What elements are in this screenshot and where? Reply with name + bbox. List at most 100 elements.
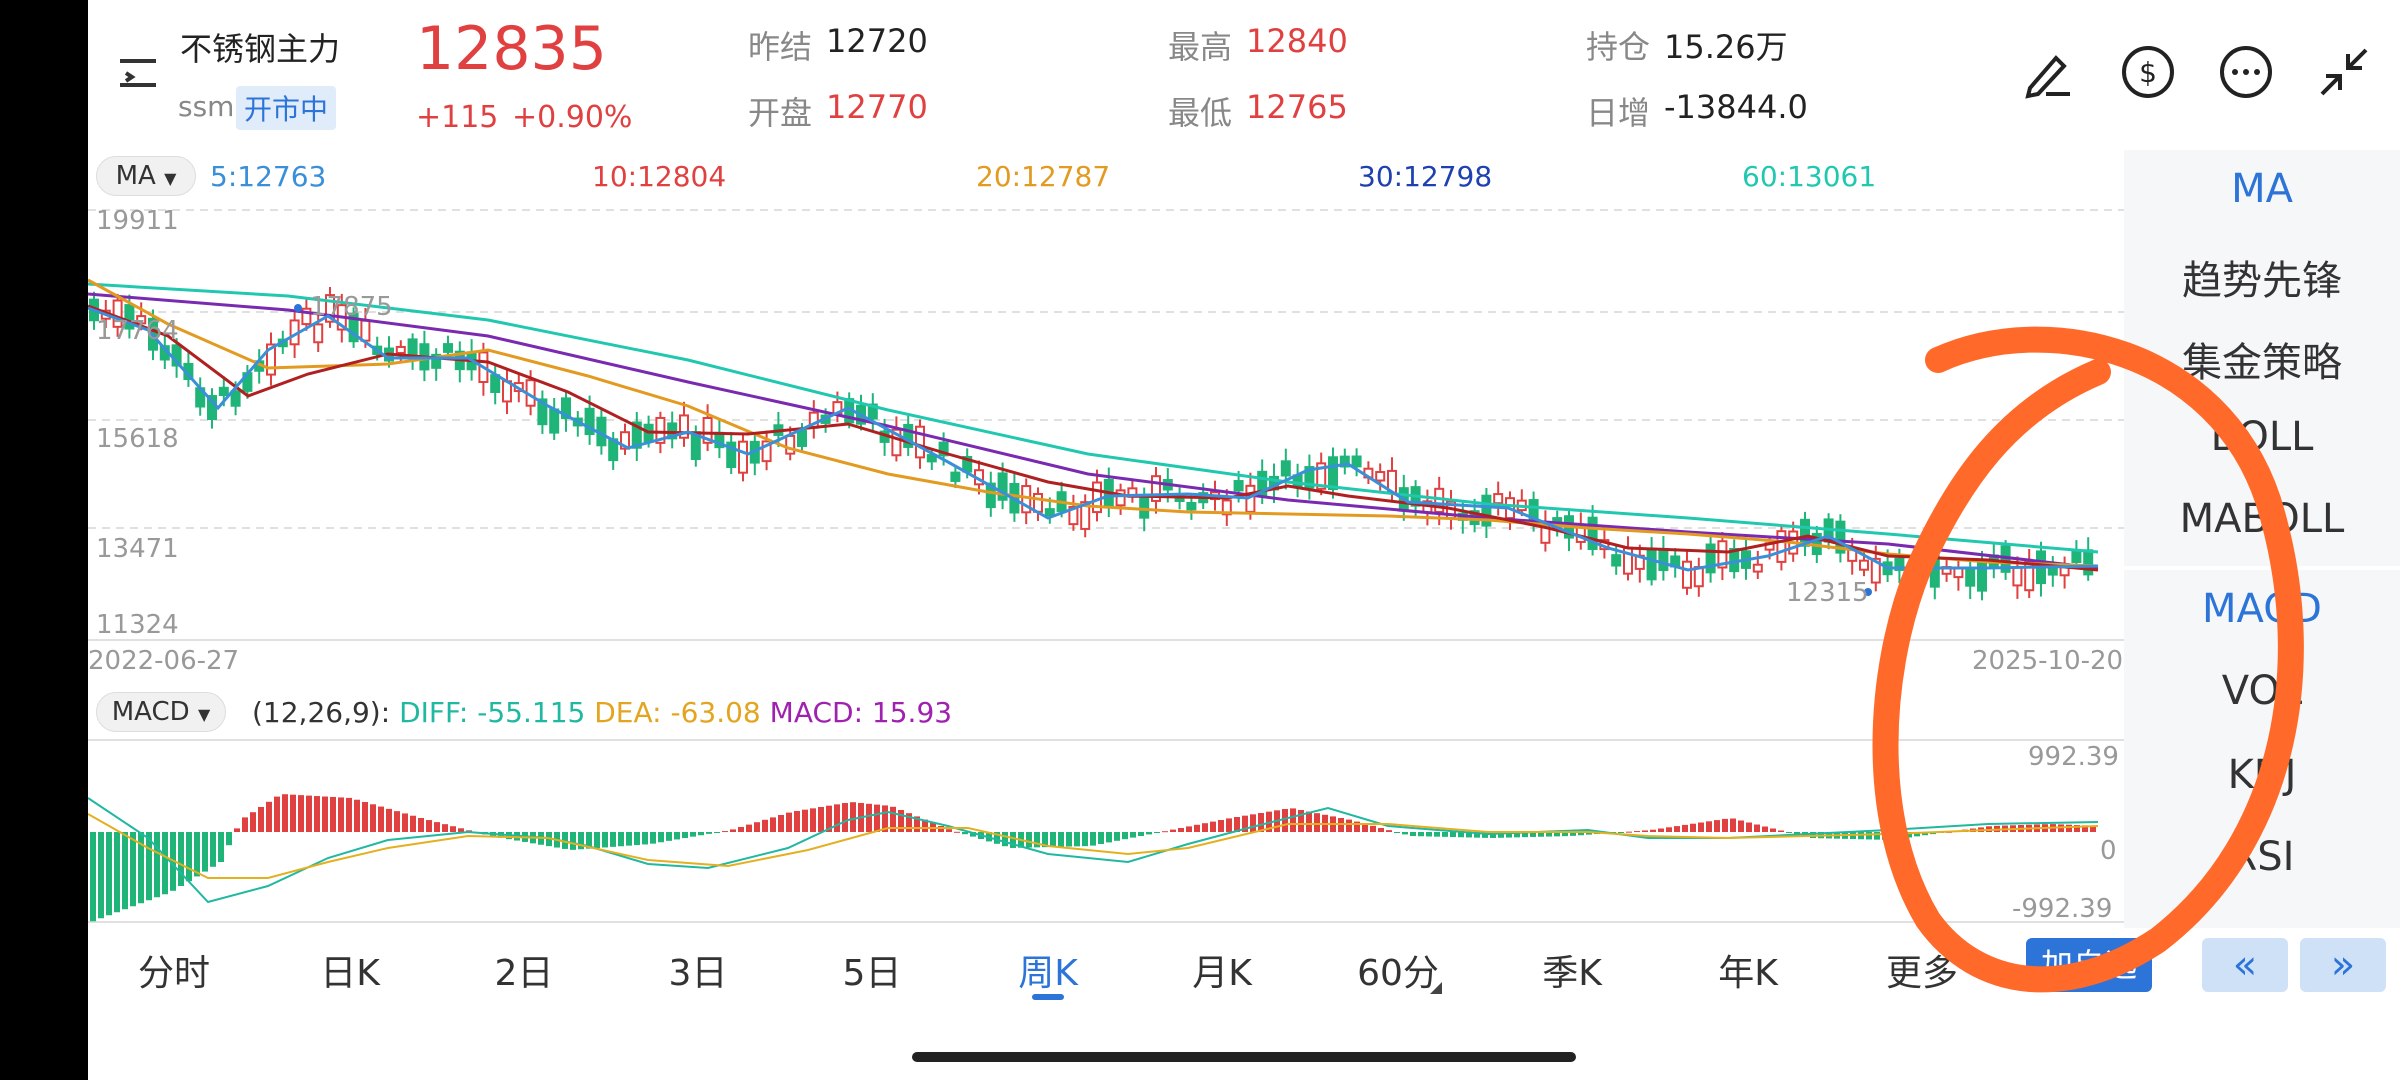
macd-bar bbox=[1378, 828, 1384, 832]
macd-bar bbox=[1538, 832, 1544, 837]
tab-yearly[interactable]: 年K bbox=[1718, 953, 1778, 994]
macd-bar bbox=[242, 817, 248, 832]
indicator-macd[interactable]: MACD bbox=[2202, 586, 2322, 632]
macd-bar bbox=[226, 832, 232, 846]
tab-60min[interactable]: 60分 bbox=[1357, 953, 1439, 994]
draw-icon[interactable] bbox=[2020, 44, 2076, 100]
macd-bar bbox=[1130, 832, 1136, 838]
macd-bar bbox=[1146, 832, 1152, 835]
candle-body bbox=[785, 434, 796, 455]
macd-bar bbox=[194, 832, 200, 877]
indicator-rsi[interactable]: RSI bbox=[2229, 834, 2295, 880]
tab-more[interactable]: 更多 bbox=[1885, 953, 1958, 994]
macd-bar bbox=[1314, 813, 1320, 832]
macd-selector[interactable]: MACD ▼ bbox=[96, 692, 226, 732]
macd-bar bbox=[90, 832, 96, 922]
macd-bar bbox=[306, 795, 312, 832]
macd-bar bbox=[130, 832, 136, 907]
macd-bar bbox=[738, 827, 744, 832]
macd-bar bbox=[1690, 823, 1696, 832]
tab-weekly[interactable]: 周K bbox=[1018, 953, 1078, 994]
indicator-vol[interactable]: VOL bbox=[2221, 668, 2303, 714]
tab-3day[interactable]: 3日 bbox=[668, 953, 728, 994]
candle-body bbox=[549, 408, 560, 434]
chevrons-right-icon: » bbox=[2330, 942, 2356, 988]
back-menu-icon[interactable] bbox=[116, 55, 160, 95]
candle-body bbox=[915, 425, 925, 459]
indicator-kdj[interactable]: KDJ bbox=[2227, 752, 2297, 798]
stat-label-open-interest: 持仓 bbox=[1586, 28, 1651, 66]
macd-bar bbox=[1202, 823, 1208, 832]
macd-bar bbox=[1082, 832, 1088, 847]
macd-bar bbox=[370, 804, 376, 832]
more-icon[interactable] bbox=[2218, 44, 2274, 100]
indicator-trend-pioneer[interactable]: 趋势先锋 bbox=[2182, 258, 2342, 304]
macd-bar bbox=[210, 832, 216, 867]
macd-chart[interactable] bbox=[88, 738, 2124, 924]
chevron-down-icon: ▼ bbox=[164, 169, 177, 188]
currency-exchange-icon[interactable]: $ bbox=[2118, 42, 2178, 102]
candle-body bbox=[395, 345, 406, 354]
candle-body bbox=[903, 423, 914, 448]
macd-y-zero: 0 bbox=[2100, 836, 2117, 866]
price-change: +115 bbox=[416, 100, 499, 135]
market-status-badge: 开市中 bbox=[236, 86, 337, 130]
macd-bar bbox=[1218, 820, 1224, 832]
indicator-ma[interactable]: MA bbox=[2231, 166, 2293, 212]
macd-bar bbox=[426, 820, 432, 832]
prev-page-button[interactable]: « bbox=[2202, 938, 2288, 992]
candle-body bbox=[655, 416, 666, 444]
macd-bar bbox=[1282, 809, 1288, 832]
candle-body bbox=[1080, 501, 1091, 530]
collapse-icon[interactable] bbox=[2316, 44, 2372, 100]
macd-bar bbox=[1650, 829, 1656, 832]
home-indicator[interactable] bbox=[912, 1052, 1576, 1062]
ma-selector-label: MA bbox=[115, 161, 156, 191]
candle-body bbox=[1233, 480, 1244, 492]
candle-body bbox=[1221, 499, 1232, 516]
candles-group bbox=[89, 286, 2094, 601]
tab-2day[interactable]: 2日 bbox=[494, 953, 554, 994]
macd-diff-line bbox=[88, 797, 2099, 904]
tab-5day[interactable]: 5日 bbox=[842, 953, 902, 994]
candle-body bbox=[1611, 554, 1622, 567]
macd-bar bbox=[434, 822, 440, 832]
candle-body bbox=[313, 323, 324, 344]
low-marker-label: 12315 bbox=[1786, 578, 1869, 608]
macd-bar bbox=[730, 829, 736, 832]
tab-quarterly[interactable]: 季K bbox=[1542, 953, 1602, 994]
candle-body bbox=[1658, 547, 1669, 572]
macd-bar bbox=[810, 808, 816, 832]
candle-body bbox=[797, 430, 807, 447]
macd-bar bbox=[610, 832, 616, 847]
indicator-jijin-strategy[interactable]: 集金策略 bbox=[2182, 340, 2342, 386]
next-page-button[interactable]: » bbox=[2300, 938, 2386, 992]
macd-bar bbox=[114, 832, 120, 913]
ma-selector[interactable]: MA ▼ bbox=[96, 156, 196, 196]
macd-bar bbox=[1434, 832, 1440, 837]
macd-bar bbox=[1418, 832, 1424, 837]
tab-intraday[interactable]: 分时 bbox=[137, 953, 210, 994]
tab-monthly[interactable]: 月K bbox=[1192, 953, 1252, 994]
macd-bar bbox=[802, 809, 808, 832]
candle-body bbox=[997, 472, 1008, 501]
macd-bar bbox=[1106, 832, 1112, 843]
macd-bar bbox=[1226, 818, 1232, 832]
macd-bar bbox=[250, 812, 256, 832]
macd-bar bbox=[882, 805, 888, 832]
candle-body bbox=[1918, 549, 1928, 570]
svg-text:$: $ bbox=[2139, 56, 2157, 89]
macd-bar bbox=[290, 794, 296, 832]
macd-bar bbox=[826, 805, 832, 832]
macd-bar bbox=[842, 803, 848, 832]
macd-bar bbox=[762, 819, 768, 832]
macd-bar bbox=[1794, 832, 1800, 835]
tab-daily[interactable]: 日K bbox=[320, 953, 380, 994]
indicator-maboll[interactable]: MABOLL bbox=[2179, 496, 2345, 542]
app-root: 不锈钢主力 ssm 开市中 12835 +115 +0.90% 昨结 12720… bbox=[88, 0, 2400, 1080]
add-watchlist-button[interactable]: 加自选 bbox=[2026, 938, 2152, 992]
macd-bar bbox=[1530, 832, 1536, 837]
candle-body bbox=[1351, 455, 1362, 468]
macd-bar bbox=[770, 817, 776, 832]
indicator-boll[interactable]: BOLL bbox=[2210, 414, 2314, 460]
